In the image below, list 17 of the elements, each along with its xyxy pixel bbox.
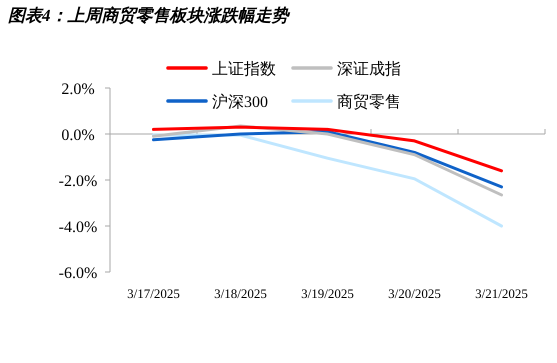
line-series xyxy=(152,126,503,172)
chart-title: 图表4：上周商贸零售板块涨跌幅走势 xyxy=(8,6,290,25)
x-tick-label: 3/21/2025 xyxy=(475,286,528,301)
legend-label: 商贸零售 xyxy=(337,93,401,111)
y-tick-label: -4.0% xyxy=(58,219,98,236)
y-tick-label: -6.0% xyxy=(58,265,98,282)
y-tick-label: 0.0% xyxy=(61,127,95,144)
x-tick-label: 3/20/2025 xyxy=(388,286,441,301)
legend-label: 深证成指 xyxy=(337,60,401,78)
x-tick-label: 3/19/2025 xyxy=(301,286,354,301)
line-series xyxy=(152,130,503,188)
x-tick-label: 3/18/2025 xyxy=(214,286,267,301)
y-tick-label: -2.0% xyxy=(58,173,98,190)
legend-label: 上证指数 xyxy=(212,60,276,78)
legend-label: 沪深300 xyxy=(212,93,268,111)
y-tick-label: 2.0% xyxy=(61,81,95,98)
x-tick-label: 3/17/2025 xyxy=(127,286,180,301)
